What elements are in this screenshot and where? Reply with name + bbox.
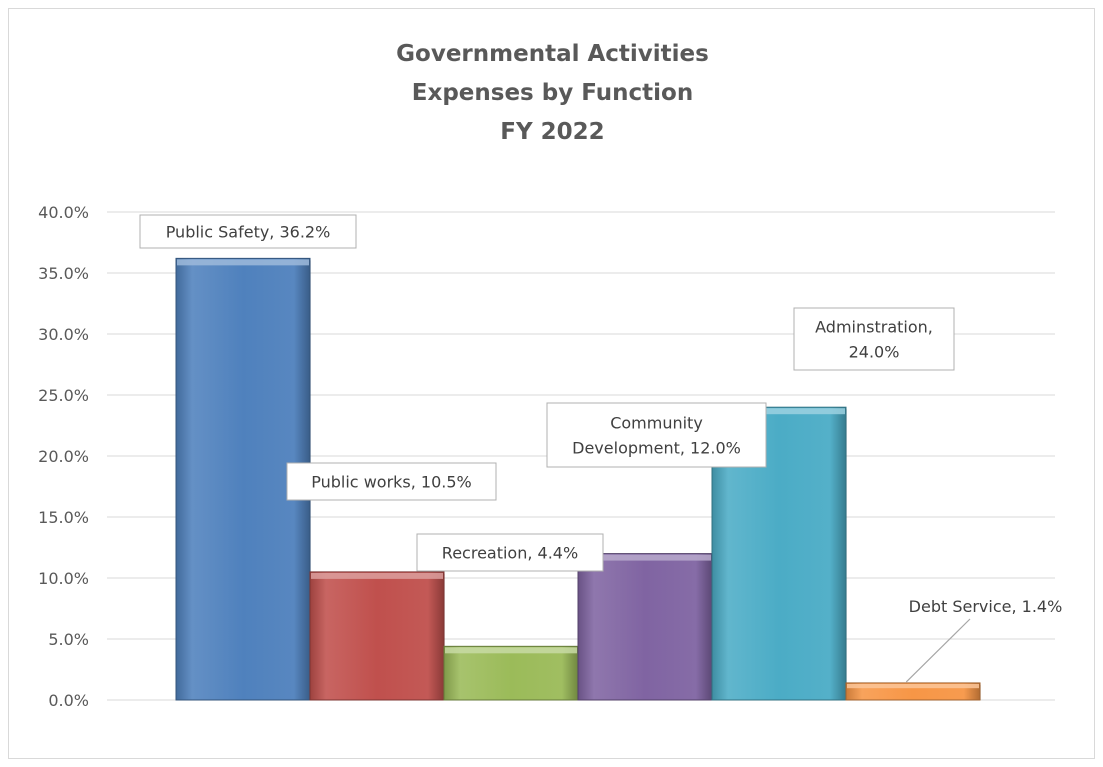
data-label-box — [139, 214, 357, 249]
y-tick-label: 30.0% — [38, 325, 89, 344]
y-tick-label: 0.0% — [48, 691, 89, 710]
bar-highlight — [847, 683, 979, 689]
y-tick-label: 10.0% — [38, 569, 89, 588]
bar — [577, 553, 713, 701]
data-label: Adminstration, — [815, 318, 933, 337]
data-label-box — [546, 402, 767, 468]
data-label: 24.0% — [849, 343, 900, 362]
y-tick-label: 5.0% — [48, 630, 89, 649]
data-label-box — [286, 462, 497, 501]
chart-title: Governmental Activities Expenses by Func… — [9, 35, 1096, 152]
chart-title-line-3: FY 2022 — [500, 119, 605, 145]
data-label: Development, 12.0% — [572, 439, 741, 458]
y-tick-label: 35.0% — [38, 264, 89, 283]
data-label: Recreation, 4.4% — [442, 544, 578, 563]
y-tick-label: 15.0% — [38, 508, 89, 527]
chart-title-line-1: Governmental Activities — [396, 41, 709, 67]
bar — [443, 645, 579, 701]
data-label: Community — [610, 414, 703, 433]
bar-highlight — [177, 259, 309, 266]
y-tick-label: 25.0% — [38, 386, 89, 405]
data-label: Public works, 10.5% — [311, 473, 472, 492]
bar-highlight — [579, 554, 711, 561]
data-label-box — [416, 533, 604, 572]
y-tick-label: 40.0% — [38, 203, 89, 222]
chart-title-line-2: Expenses by Function — [411, 80, 694, 106]
data-label: Public Safety, 36.2% — [166, 223, 331, 242]
bar-highlight — [445, 647, 577, 654]
bar-highlight — [713, 408, 845, 415]
leader-line — [905, 618, 971, 683]
data-label-box — [793, 307, 955, 371]
bar — [309, 571, 445, 701]
bar-highlight — [311, 572, 443, 579]
data-label: Debt Service, 1.4% — [909, 597, 1063, 616]
y-tick-label: 20.0% — [38, 447, 89, 466]
